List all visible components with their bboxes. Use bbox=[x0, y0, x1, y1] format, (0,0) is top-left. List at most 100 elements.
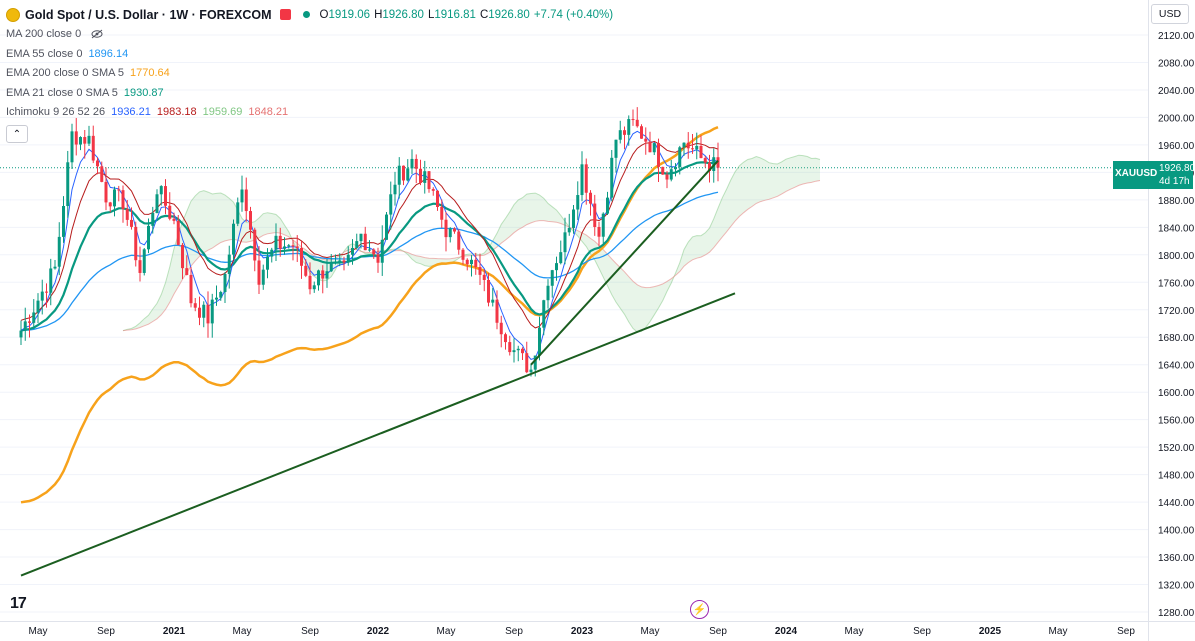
candle-body bbox=[151, 212, 155, 226]
tradingview-logo-text: 17 bbox=[10, 595, 27, 612]
y-tick-label: 2120.00 bbox=[1158, 31, 1195, 42]
candle-body bbox=[227, 254, 231, 274]
indicator-value: 1959.69 bbox=[202, 106, 243, 119]
candle-body bbox=[699, 145, 703, 159]
candle-body bbox=[635, 119, 639, 127]
indicator-value: 1930.87 bbox=[123, 86, 164, 99]
indicator-row[interactable]: EMA 55 close 0 1896.14 bbox=[6, 44, 617, 64]
candle-body bbox=[572, 209, 575, 228]
candle-body bbox=[304, 265, 308, 276]
symbol-title[interactable]: Gold Spot / U.S. Dollar · 1W · FOREXCOM bbox=[25, 7, 272, 22]
y-tick-label: 1720.00 bbox=[1158, 306, 1195, 317]
candle-body bbox=[372, 249, 376, 255]
candle-body bbox=[342, 260, 346, 263]
x-tick-label: May bbox=[641, 626, 660, 637]
candle-body bbox=[597, 226, 601, 237]
candle-body bbox=[470, 259, 473, 265]
candle-body bbox=[363, 233, 367, 251]
candle-body bbox=[91, 135, 95, 161]
candle-body bbox=[368, 249, 371, 251]
x-tick-label: 2025 bbox=[979, 626, 1002, 637]
candle-body bbox=[457, 231, 461, 250]
indicator-label: MA 200 close 0 bbox=[6, 28, 82, 41]
candle-body bbox=[716, 157, 720, 168]
y-tick-label: 1280.00 bbox=[1158, 608, 1195, 619]
candle-body bbox=[453, 228, 456, 232]
candle-body bbox=[36, 300, 40, 313]
indicator-row[interactable]: MA 200 close 0 bbox=[6, 25, 617, 45]
candle-body bbox=[62, 206, 65, 237]
candle-body bbox=[206, 304, 210, 324]
candle-body bbox=[427, 171, 431, 190]
x-tick-label: May bbox=[233, 626, 252, 637]
candle-body bbox=[351, 247, 354, 255]
collapse-legend-button[interactable]: ⌃ bbox=[6, 125, 28, 143]
candle-body bbox=[461, 249, 465, 260]
candle-body bbox=[563, 232, 567, 253]
hidden-eye-icon[interactable] bbox=[91, 29, 103, 39]
candle-body bbox=[652, 143, 656, 153]
y-tick-label: 1880.00 bbox=[1158, 196, 1195, 207]
price-tag-price: 1926.80 bbox=[1159, 163, 1195, 174]
candle-body bbox=[657, 143, 660, 167]
candle-body bbox=[142, 249, 146, 273]
x-tick-label: May bbox=[1049, 626, 1068, 637]
x-tick-label: 2022 bbox=[367, 626, 390, 637]
price-tag-symbol: XAUUSD bbox=[1115, 168, 1158, 179]
x-tick-label: Sep bbox=[505, 626, 523, 637]
candle-body bbox=[644, 138, 648, 142]
y-tick-label: 1400.00 bbox=[1158, 526, 1195, 537]
indicator-row[interactable]: Ichimoku 9 26 52 26 1936.21 1983.18 1959.69… bbox=[6, 103, 617, 123]
chevron-up-icon: ⌃ bbox=[12, 128, 22, 140]
candle-body bbox=[49, 268, 53, 293]
candle-body bbox=[521, 348, 524, 354]
candle-body bbox=[274, 235, 278, 250]
flag-icon[interactable] bbox=[279, 9, 291, 21]
candle-body bbox=[491, 299, 495, 303]
candle-body bbox=[134, 226, 138, 261]
candle-body bbox=[593, 203, 597, 227]
y-tick-label: 1960.00 bbox=[1158, 141, 1195, 152]
candle-body bbox=[100, 166, 104, 182]
market-status-icon bbox=[302, 11, 310, 19]
candle-body bbox=[380, 239, 384, 263]
candle-body bbox=[482, 274, 486, 280]
candle-body bbox=[283, 246, 286, 249]
candle-body bbox=[236, 202, 240, 224]
indicator-row[interactable]: EMA 200 close 0 SMA 5 1770.64 bbox=[6, 64, 617, 84]
candle-body bbox=[308, 275, 312, 290]
candle-body bbox=[703, 158, 707, 163]
indicator-label: EMA 55 close 0 bbox=[6, 47, 83, 60]
candle-body bbox=[389, 194, 393, 215]
tradingview-logo[interactable]: 17 bbox=[10, 595, 27, 613]
candle-body bbox=[117, 189, 121, 191]
candle-body bbox=[125, 209, 129, 220]
candle-body bbox=[601, 213, 605, 237]
candle-body bbox=[610, 157, 614, 198]
candle-body bbox=[686, 142, 690, 149]
candle-body bbox=[614, 139, 618, 158]
indicator-row[interactable]: EMA 21 close 0 SMA 5 1930.87 bbox=[6, 83, 617, 103]
candle-body bbox=[631, 119, 635, 121]
candle-body bbox=[87, 135, 91, 144]
candle-body bbox=[261, 269, 265, 285]
trendline-1 bbox=[20, 292, 736, 577]
x-tick-label: Sep bbox=[709, 626, 727, 637]
candle-body bbox=[83, 137, 87, 144]
lightning-icon[interactable]: ⚡ bbox=[690, 600, 709, 619]
candle-body bbox=[538, 327, 541, 356]
candle-body bbox=[329, 262, 333, 272]
candle-body bbox=[576, 195, 580, 210]
candle-body bbox=[512, 350, 516, 353]
x-tick-label: Sep bbox=[913, 626, 931, 637]
candle-body bbox=[640, 126, 643, 139]
candle-body bbox=[525, 353, 529, 373]
candle-body bbox=[198, 307, 201, 318]
candle-body bbox=[397, 165, 401, 185]
candle-body bbox=[312, 285, 316, 290]
candle-body bbox=[70, 131, 74, 163]
y-tick-label: 1520.00 bbox=[1158, 443, 1195, 454]
candle-body bbox=[215, 297, 218, 300]
currency-button[interactable]: USD bbox=[1151, 4, 1189, 24]
